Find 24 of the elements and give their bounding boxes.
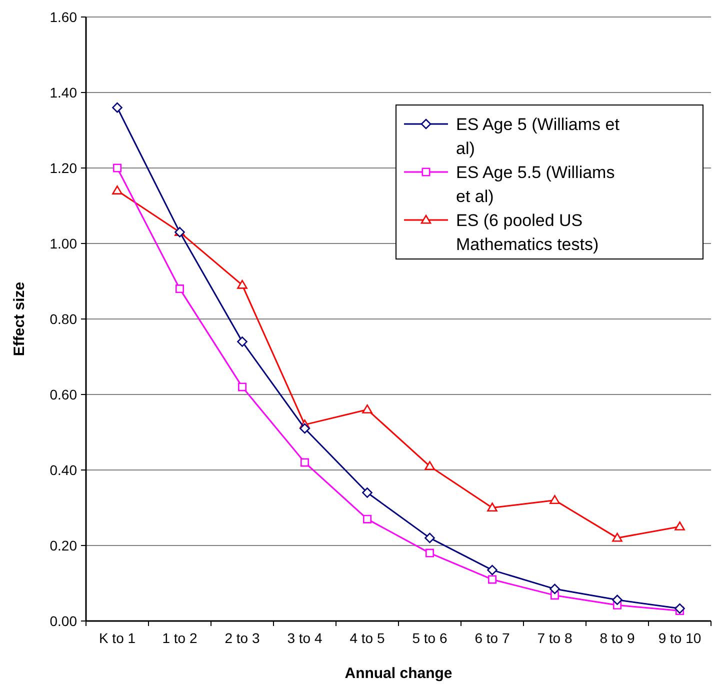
y-tick-label: 0.40 bbox=[50, 462, 78, 478]
x-tick-label: 5 to 6 bbox=[412, 630, 448, 646]
x-tick-label: 6 to 7 bbox=[474, 630, 510, 646]
legend-label: ES Age 5 (Williams et al) bbox=[456, 114, 620, 158]
y-tick-label: 0.80 bbox=[50, 310, 78, 327]
y-axis-title: Effect size bbox=[11, 282, 28, 356]
x-tick-label: 8 to 9 bbox=[600, 630, 635, 646]
x-tick-label: 4 to 5 bbox=[350, 630, 385, 646]
y-tick-label: 1.60 bbox=[50, 8, 78, 25]
x-tick-label: 7 to 8 bbox=[537, 630, 572, 646]
legend-label: ES (6 pooled US Mathematics tests) bbox=[456, 210, 599, 254]
y-tick-label: 1.00 bbox=[50, 235, 78, 252]
y-tick-label: 0.60 bbox=[50, 386, 78, 402]
x-tick-label: 3 to 4 bbox=[287, 630, 322, 646]
y-tick-label: 1.40 bbox=[50, 84, 78, 100]
y-tick-label: 1.20 bbox=[50, 160, 78, 176]
x-axis-title: Annual change bbox=[344, 665, 452, 682]
x-tick-label: 2 to 3 bbox=[224, 630, 260, 646]
x-tick-label: K to 1 bbox=[98, 630, 136, 646]
legend-label: ES Age 5.5 (Williams et al) bbox=[456, 162, 615, 206]
y-tick-label: 0.20 bbox=[50, 537, 78, 554]
y-tick-label: 0.00 bbox=[50, 612, 78, 629]
x-tick-label: 1 to 2 bbox=[162, 630, 198, 646]
x-tick-label: 9 to 10 bbox=[658, 630, 702, 646]
